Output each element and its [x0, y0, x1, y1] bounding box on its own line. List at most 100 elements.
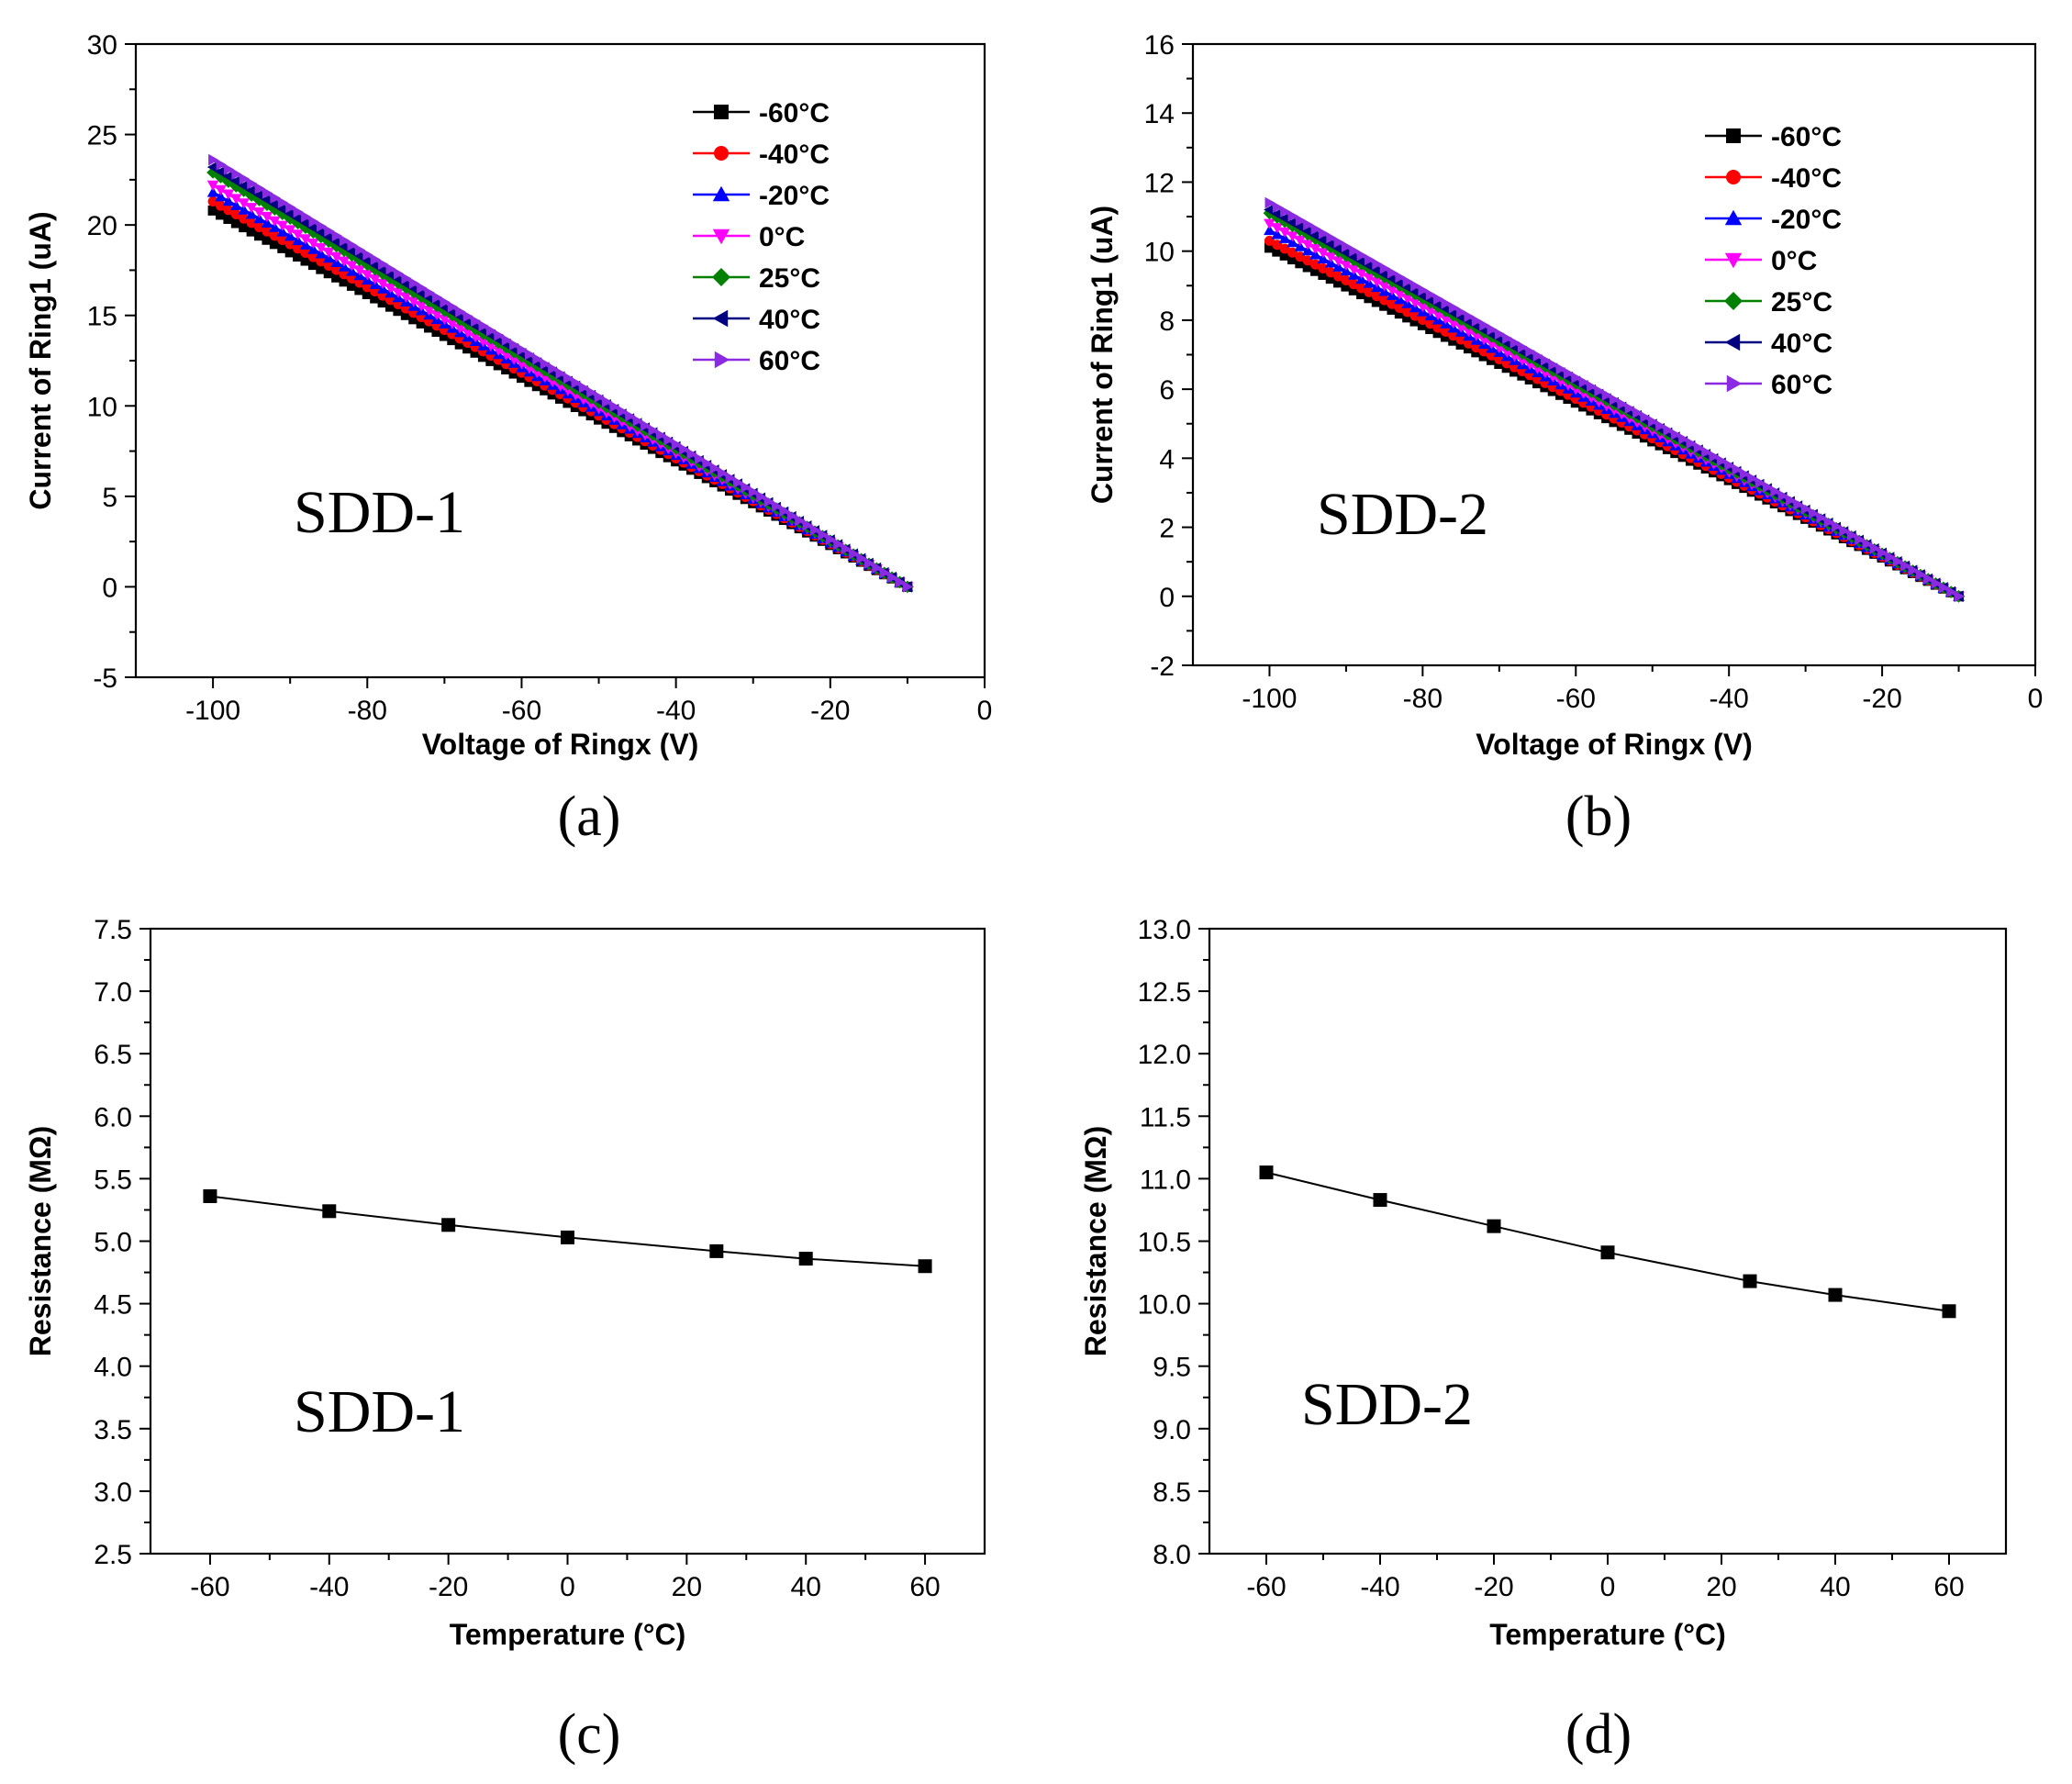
- data-point: [1272, 201, 1284, 214]
- x-tick-label: -40: [1710, 684, 1749, 714]
- data-point: [253, 189, 264, 201]
- data-point: [1425, 318, 1436, 329]
- data-point: [378, 258, 389, 271]
- data-point: [299, 217, 310, 229]
- legend-marker: [1726, 170, 1741, 184]
- data-point: [694, 452, 706, 465]
- data-point: [246, 226, 257, 237]
- data-point: [238, 204, 251, 215]
- data-point: [1394, 303, 1405, 314]
- data-point: [1532, 350, 1543, 362]
- data-point: [1424, 306, 1436, 317]
- data-point: [733, 476, 744, 488]
- data-point: [1828, 1288, 1843, 1302]
- y-axis-title: Resistance (MΩ): [24, 1126, 57, 1357]
- y-axis-title: Current of Ring1 (uA): [1086, 206, 1119, 504]
- data-point: [1317, 248, 1330, 259]
- y-axis-title: Resistance (MΩ): [1079, 1126, 1112, 1357]
- legend-label: 0°C: [759, 222, 805, 252]
- data-point: [1525, 345, 1536, 358]
- data-point: [841, 542, 852, 555]
- data-point: [292, 212, 303, 225]
- data-point: [1326, 231, 1337, 244]
- data-point: [284, 225, 296, 236]
- data-point: [918, 1259, 932, 1274]
- y-tick-label: -2: [1150, 652, 1175, 682]
- data-point: [1325, 267, 1336, 278]
- data-point: [316, 220, 328, 232]
- data-point: [786, 509, 798, 522]
- data-point: [1610, 394, 1621, 406]
- data-point: [1379, 300, 1390, 311]
- data-point: [1954, 590, 1965, 603]
- data-point: [1317, 252, 1330, 264]
- x-tick-label: -60: [1556, 684, 1596, 714]
- data-point: [863, 557, 875, 569]
- data-point: [1432, 322, 1443, 333]
- x-tick-label: 20: [1706, 1572, 1736, 1602]
- data-point: [1431, 309, 1444, 321]
- data-point: [284, 239, 295, 250]
- data-point: [879, 566, 890, 579]
- data-point: [1264, 242, 1275, 253]
- data-point: [447, 301, 459, 313]
- data-point: [1456, 306, 1467, 318]
- data-point: [1816, 511, 1827, 524]
- data-point: [1340, 247, 1351, 259]
- data-point: [1294, 220, 1305, 233]
- data-point: [709, 1243, 724, 1258]
- data-point: [230, 194, 242, 205]
- x-tick-label: -80: [348, 696, 387, 726]
- data-point: [338, 256, 351, 267]
- data-point: [454, 339, 465, 350]
- data-point: [1294, 240, 1307, 251]
- data-point: [276, 220, 289, 231]
- data-point: [1464, 310, 1475, 323]
- x-tick-label: 0: [560, 1572, 575, 1602]
- y-tick-label: 11.0: [1140, 1165, 1191, 1195]
- data-point: [470, 347, 481, 358]
- data-point: [316, 256, 327, 267]
- data-point: [347, 239, 358, 251]
- data-point: [1371, 263, 1382, 276]
- data-point: [679, 443, 690, 455]
- data-point: [617, 405, 629, 418]
- data-point: [1409, 316, 1420, 327]
- data-point: [1724, 459, 1735, 472]
- data-point: [324, 225, 335, 237]
- data-point: [1387, 304, 1398, 315]
- y-tick-label: 8.0: [1153, 1540, 1191, 1570]
- data-point: [447, 335, 458, 346]
- data-point: [1356, 283, 1367, 294]
- legend-label: 40°C: [1771, 329, 1832, 359]
- x-tick-label: 40: [1820, 1572, 1850, 1602]
- data-point: [494, 329, 505, 341]
- data-point: [810, 524, 821, 536]
- x-tick-label: -20: [429, 1572, 468, 1602]
- panel-caption: (a): [558, 786, 621, 848]
- data-point: [216, 200, 226, 211]
- data-point: [276, 226, 289, 237]
- x-tick-label: -20: [810, 696, 850, 726]
- y-tick-label: 7.5: [94, 915, 132, 945]
- legend-marker: [1726, 128, 1741, 143]
- legend-label: -20°C: [759, 181, 830, 211]
- legend-label: -40°C: [1771, 163, 1842, 194]
- data-point: [1287, 237, 1298, 248]
- legend-marker: [1724, 292, 1743, 310]
- data-point: [300, 255, 311, 266]
- data-point: [222, 170, 233, 183]
- x-tick-label: 0: [1600, 1572, 1616, 1602]
- legend-marker: [1726, 374, 1743, 393]
- data-point: [1301, 240, 1314, 251]
- data-point: [222, 195, 235, 206]
- data-point: [655, 429, 667, 441]
- data-point: [1341, 281, 1352, 292]
- data-point: [1701, 446, 1712, 458]
- data-point: [1832, 520, 1843, 532]
- data-point: [224, 163, 235, 175]
- data-point: [798, 1252, 813, 1266]
- y-tick-label: 6.0: [94, 1102, 132, 1132]
- y-tick-label: 8: [1159, 307, 1175, 337]
- legend-label: -20°C: [1771, 205, 1842, 235]
